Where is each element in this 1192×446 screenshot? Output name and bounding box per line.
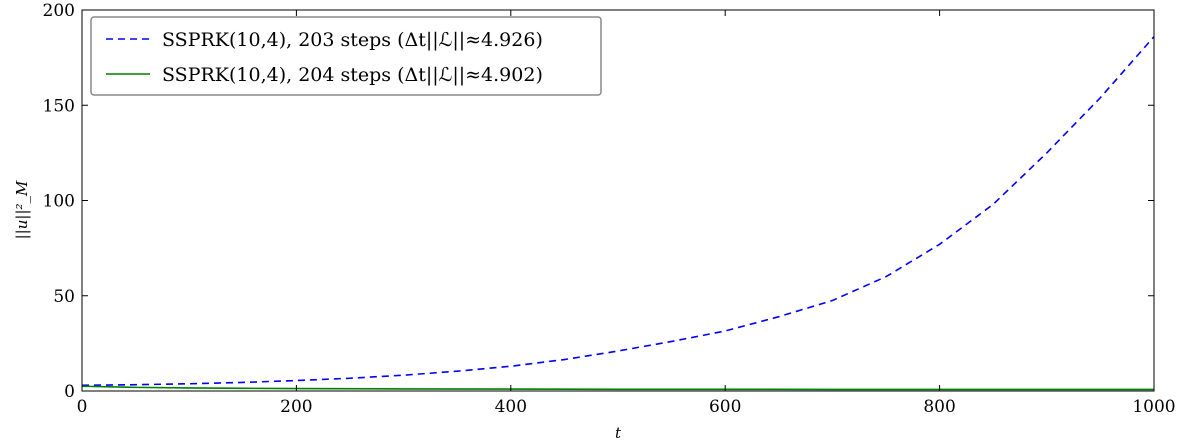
legend-box [90, 16, 602, 96]
x-tick-label: 1000 [1132, 397, 1175, 417]
y-tick-label: 0 [64, 382, 75, 402]
x-tick-label: 200 [280, 397, 312, 417]
y-tick-label: 200 [43, 1, 75, 21]
y-tick-label: 150 [43, 96, 75, 116]
y-axis-label: ||u||²_M [13, 180, 31, 239]
legend: SSPRK(10,4), 203 steps (Δt||ℒ||≈4.926) S… [90, 16, 602, 96]
x-axis-label: t [615, 424, 622, 442]
legend-entry-203-steps: SSPRK(10,4), 203 steps (Δt||ℒ||≈4.926) [162, 29, 543, 51]
y-tick-label: 50 [53, 287, 75, 307]
y-tick-label: 100 [43, 192, 75, 212]
legend-entry-204-steps: SSPRK(10,4), 204 steps (Δt||ℒ||≈4.902) [162, 64, 543, 86]
series-line-0 [81, 36, 1155, 387]
x-tick-label: 800 [923, 397, 955, 417]
x-tick-label: 600 [709, 397, 741, 417]
ticks-layer: 0 200 400 600 800 1000 0 50 100 150 200 [43, 1, 1176, 417]
series-line-1 [81, 385, 1154, 391]
x-tick-label: 400 [495, 397, 527, 417]
x-tick-label: 0 [77, 397, 88, 417]
